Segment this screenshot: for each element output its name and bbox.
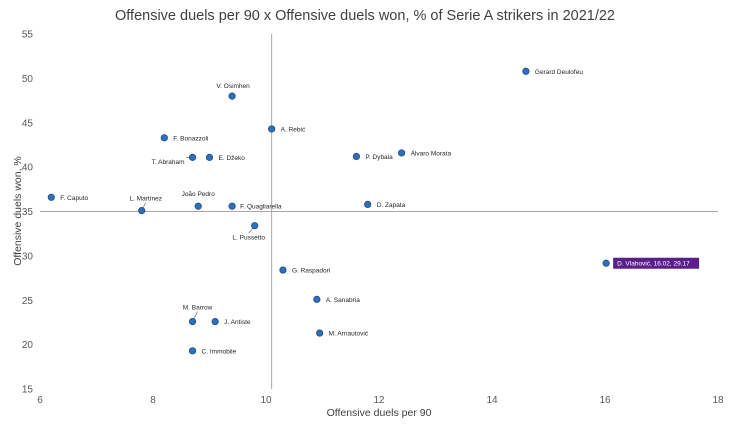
point-m-arnautovic [316, 329, 324, 337]
label-gerard-deulofeu: Gerard Deulofeu [535, 69, 583, 76]
x-axis-label: Offensive duels per 90 [327, 407, 432, 419]
label-m-barrow: M. Barrow [183, 305, 213, 312]
x-axis-ticks: 6 8 10 12 14 16 18 [37, 395, 724, 406]
label-l-pussetto: L. Pussetto [232, 235, 265, 242]
x-tick-label: 6 [37, 395, 43, 406]
y-tick-label: 40 [22, 163, 34, 174]
point-f-bonazzoli [160, 134, 168, 142]
point-alvaro-morata [397, 149, 406, 157]
point-a-rebic [268, 125, 276, 133]
y-tick-label: 50 [22, 74, 34, 85]
x-tick-label: 12 [373, 395, 385, 406]
label-joao-pedro: João Pedro [182, 191, 216, 198]
label-f-quagliarella: F. Quagliarella [240, 204, 282, 211]
reference-lines [40, 34, 718, 389]
label-e-dzeko: E. Džeko [219, 155, 246, 162]
point-v-osimhen [228, 92, 236, 100]
point-c-immobile [188, 347, 197, 355]
label-m-arnautovic: M. Arnautović [329, 331, 369, 338]
x-tick-label: 10 [260, 395, 272, 406]
chart-title: Offensive duels per 90 x Offensive duels… [115, 8, 615, 24]
point-joao-pedro [194, 202, 202, 210]
point-e-dzeko [205, 153, 214, 161]
point-p-dybala [352, 152, 360, 161]
x-tick-label: 8 [150, 395, 156, 406]
y-tick-label: 20 [22, 340, 34, 351]
label-g-raspadori: G. Raspadori [292, 268, 330, 275]
point-m-barrow [188, 317, 197, 326]
x-tick-label: 18 [712, 395, 724, 406]
label-d-zapata: D. Zapata [377, 202, 406, 209]
label-p-dybala: P. Dybala [365, 154, 393, 161]
label-l-martinez: L. Martínez [129, 196, 162, 203]
label-v-osimhen: V. Osimhen [216, 83, 250, 90]
point-g-raspadori [279, 266, 287, 274]
label-a-rebic: A. Rebić [281, 126, 306, 133]
label-f-caputo: F. Caputo [60, 195, 88, 202]
point-f-quagliarella [228, 202, 236, 210]
point-d-zapata [364, 200, 372, 208]
highlight-label-box [613, 257, 700, 269]
y-tick-label: 25 [22, 296, 34, 307]
y-axis-label: Offensive duels won, % [12, 156, 24, 266]
y-axis-ticks: 15 20 25 30 35 40 45 50 55 [22, 30, 34, 396]
y-tick-label: 55 [22, 30, 34, 41]
point-l-martinez [138, 207, 146, 215]
label-f-bonazzoli: F. Bonazzoli [173, 135, 208, 142]
y-tick-label: 15 [22, 385, 34, 396]
x-tick-label: 16 [599, 395, 611, 406]
x-tick-label: 14 [486, 395, 498, 406]
label-t-abraham: T. Abraham [152, 159, 185, 166]
point-j-antiste [211, 317, 219, 326]
data-points: Gerard Deulofeu V. Osimhen A. Rebić F. Bona… [47, 67, 700, 355]
point-d-vlahovic-16-02-29-17 [602, 259, 610, 267]
point-t-abraham [188, 153, 197, 161]
label-a-sanabria: A. Sanabria [326, 297, 360, 304]
label-alvaro-morata: Álvaro Morata [411, 148, 452, 157]
label-j-antiste: J. Antiste [224, 319, 251, 326]
point-l-pussetto [251, 222, 259, 230]
y-tick-label: 45 [22, 118, 34, 129]
y-tick-label: 30 [22, 251, 34, 262]
highlight-label: D. Vlahović, 16.02, 29.17 [617, 261, 690, 268]
label-c-immobile: C. Immobile [202, 348, 237, 355]
point-a-sanabria [313, 295, 321, 303]
point-f-caputo [47, 193, 55, 201]
y-tick-label: 35 [22, 207, 34, 218]
point-gerard-deulofeu [522, 67, 530, 75]
